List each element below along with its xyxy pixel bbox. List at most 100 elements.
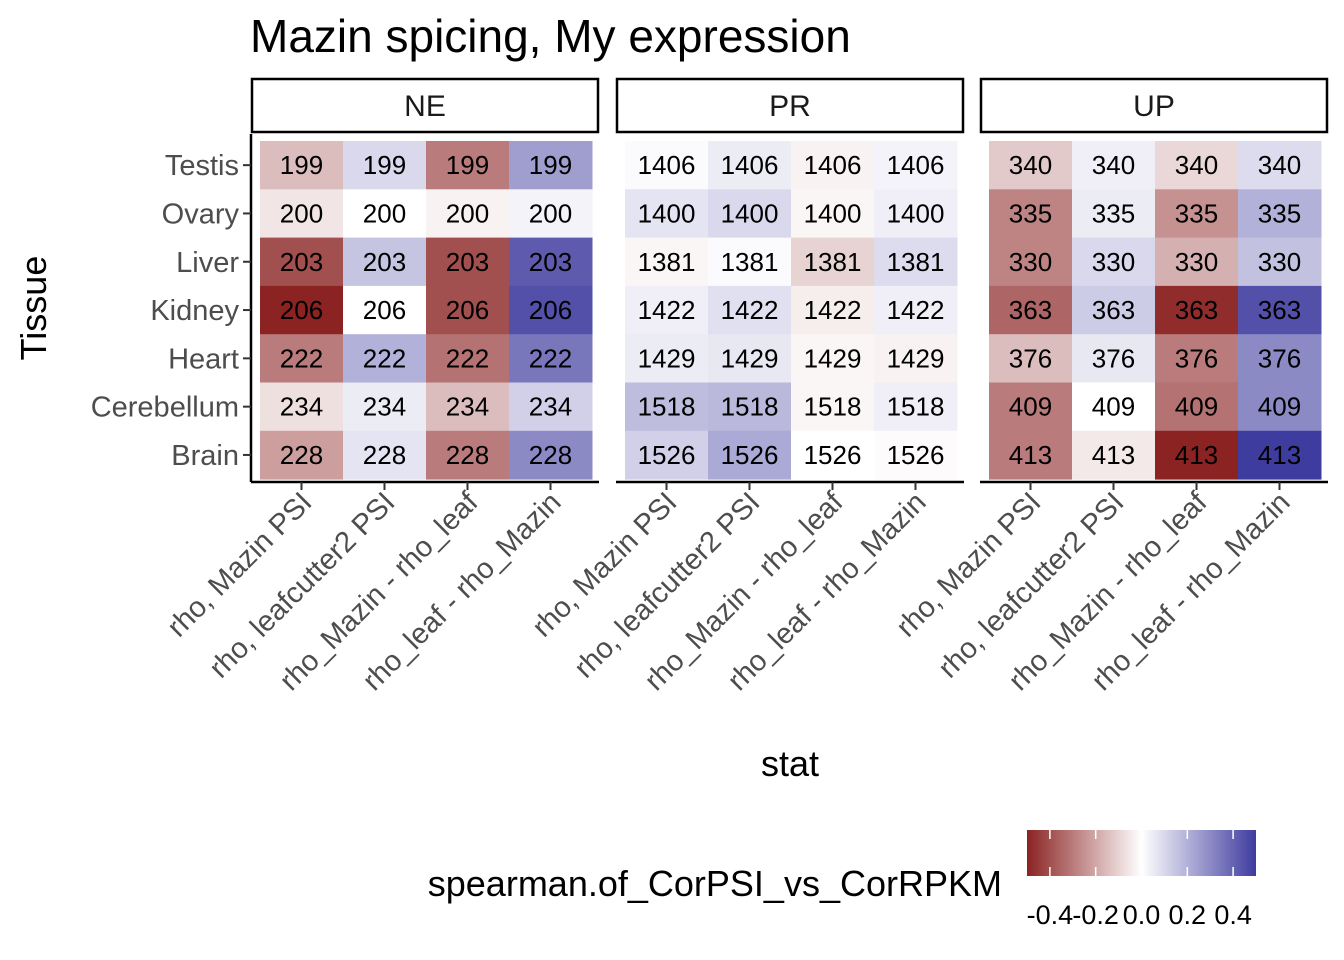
color-legend: spearman.of_CorPSI_vs_CorRPKM -0.4 -0.2 0.… xyxy=(428,830,1256,930)
heatmap-cell xyxy=(426,334,510,383)
cell-label: 363 xyxy=(1175,295,1218,325)
heatmap-cell xyxy=(625,237,709,287)
cell-label: 1422 xyxy=(638,295,696,325)
legend-tick-label: 0.2 xyxy=(1169,900,1207,930)
y-axis-title: Tissue xyxy=(13,256,54,361)
y-tick-label: Kidney xyxy=(150,295,239,327)
heatmap-cell xyxy=(1238,430,1322,480)
legend-tick-label: 0.0 xyxy=(1123,900,1161,930)
heatmap-cell xyxy=(989,430,1073,480)
cell-label: 1526 xyxy=(804,440,862,470)
y-tick-label: Cerebellum xyxy=(91,392,239,424)
cell-label: 1518 xyxy=(638,392,696,422)
heatmap-cell xyxy=(260,382,344,432)
heatmap-cell xyxy=(1238,141,1322,190)
cell-label: 1400 xyxy=(638,198,696,228)
cell-label: 340 xyxy=(1009,150,1052,180)
cell-label: 1429 xyxy=(638,343,696,373)
cell-label: 1429 xyxy=(721,343,779,373)
heatmap-cell xyxy=(426,430,510,480)
heatmap-cell xyxy=(260,237,344,287)
cell-label: 1381 xyxy=(638,247,696,277)
cell-label: 409 xyxy=(1092,392,1135,422)
cell-label: 199 xyxy=(446,150,489,180)
cell-label: 199 xyxy=(280,150,323,180)
heatmap-cell xyxy=(791,237,875,287)
heatmap-cell xyxy=(1155,334,1239,383)
cell-label: 234 xyxy=(280,392,323,422)
cell-label: 340 xyxy=(1175,150,1218,180)
cell-label: 228 xyxy=(446,440,489,470)
heatmap-cell xyxy=(343,285,427,335)
cell-label: 203 xyxy=(529,247,572,277)
heatmap-cell xyxy=(260,189,344,239)
legend-tick-label: 0.4 xyxy=(1214,900,1252,930)
cell-label: 206 xyxy=(280,295,323,325)
cell-label: 1518 xyxy=(721,392,779,422)
heatmap-cell xyxy=(791,189,875,239)
heatmap-cell xyxy=(708,285,792,335)
cell-label: 413 xyxy=(1175,440,1218,470)
heatmap-cell xyxy=(989,141,1073,190)
x-tick-label: rho, Mazin PSI xyxy=(161,486,318,643)
heatmap-cell xyxy=(625,285,709,335)
cell-label: 330 xyxy=(1258,247,1301,277)
cell-label: 206 xyxy=(446,295,489,325)
heatmap-cell xyxy=(426,382,510,432)
heatmap-cell xyxy=(426,141,510,190)
heatmap-cell xyxy=(1072,141,1156,190)
heatmap-cell xyxy=(1072,285,1156,335)
cell-label: 1422 xyxy=(721,295,779,325)
cell-label: 413 xyxy=(1092,440,1135,470)
cell-label: 1400 xyxy=(887,198,945,228)
cell-label: 1518 xyxy=(887,392,945,422)
cell-label: 1526 xyxy=(638,440,696,470)
heatmap-cell xyxy=(874,237,958,287)
cell-label: 1381 xyxy=(887,247,945,277)
heatmap-cell xyxy=(1072,382,1156,432)
heatmap-cell xyxy=(1072,237,1156,287)
cell-label: 330 xyxy=(1175,247,1218,277)
heatmap-cell xyxy=(426,285,510,335)
cell-label: 200 xyxy=(529,198,572,228)
heatmap-cell xyxy=(509,189,593,239)
heatmap-cell xyxy=(509,430,593,480)
heatmap-cell xyxy=(1072,189,1156,239)
heatmap-cell xyxy=(874,141,958,190)
cell-label: 376 xyxy=(1009,343,1052,373)
cell-label: 1406 xyxy=(721,150,779,180)
cell-label: 409 xyxy=(1258,392,1301,422)
cell-label: 1429 xyxy=(804,343,862,373)
cell-label: 206 xyxy=(529,295,572,325)
x-axis-title: stat xyxy=(761,743,819,784)
cell-label: 363 xyxy=(1258,295,1301,325)
heatmap-cell xyxy=(426,189,510,239)
heatmap-cell xyxy=(874,189,958,239)
cell-label: 1518 xyxy=(804,392,862,422)
heatmap-cell xyxy=(426,237,510,287)
y-tick-label: Ovary xyxy=(162,198,240,230)
cell-label: 340 xyxy=(1092,150,1135,180)
cell-label: 335 xyxy=(1009,198,1052,228)
heatmap-cell xyxy=(708,430,792,480)
cell-label: 222 xyxy=(280,343,323,373)
heatmap-cell xyxy=(791,382,875,432)
cell-label: 340 xyxy=(1258,150,1301,180)
cell-label: 1400 xyxy=(804,198,862,228)
cell-label: 206 xyxy=(363,295,406,325)
cell-label: 335 xyxy=(1092,198,1135,228)
cell-label: 1381 xyxy=(804,247,862,277)
heatmap-cell xyxy=(343,430,427,480)
heatmap-cell xyxy=(260,285,344,335)
heatmap-cell xyxy=(343,141,427,190)
heatmap-cell xyxy=(708,334,792,383)
cell-label: 1422 xyxy=(887,295,945,325)
cell-label: 376 xyxy=(1092,343,1135,373)
cell-label: 376 xyxy=(1175,343,1218,373)
cell-label: 222 xyxy=(529,343,572,373)
heatmap-cell xyxy=(625,334,709,383)
cell-label: 200 xyxy=(446,198,489,228)
heatmap-cell xyxy=(791,141,875,190)
cell-label: 222 xyxy=(446,343,489,373)
